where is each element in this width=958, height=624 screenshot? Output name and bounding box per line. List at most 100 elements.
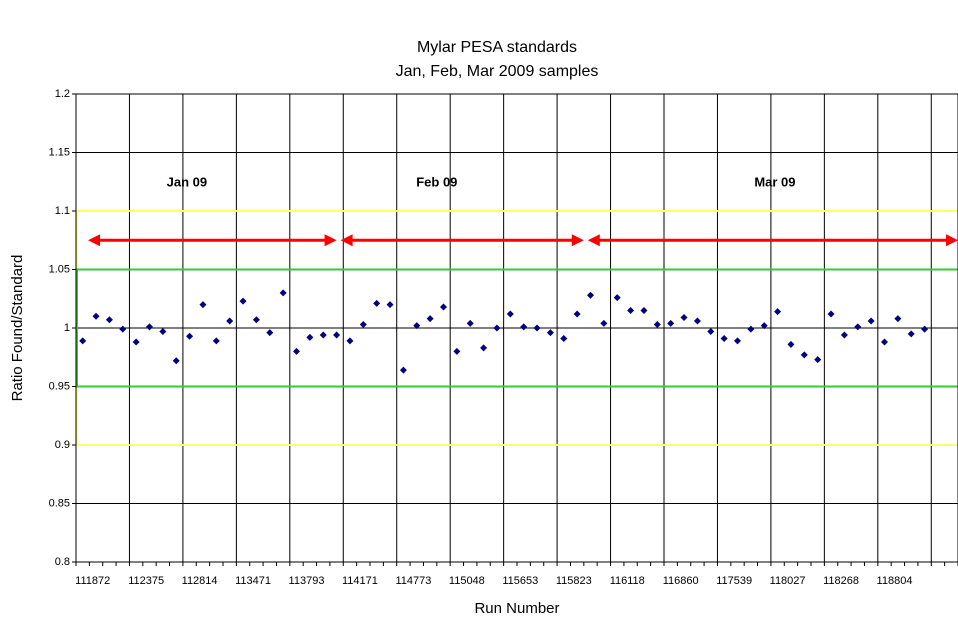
point bbox=[306, 333, 314, 341]
point bbox=[319, 331, 327, 339]
point bbox=[226, 317, 234, 325]
point bbox=[560, 335, 568, 343]
point bbox=[734, 337, 741, 345]
annotation: Feb 09 bbox=[416, 174, 457, 189]
point bbox=[119, 325, 127, 333]
point bbox=[279, 289, 287, 297]
x-tick-label: 114773 bbox=[395, 575, 431, 587]
arrow-head bbox=[571, 234, 584, 247]
point bbox=[627, 306, 635, 314]
point bbox=[373, 299, 381, 307]
y-tick-label: 0.9 bbox=[55, 439, 70, 451]
point bbox=[881, 338, 888, 346]
x-tick-label: 115653 bbox=[502, 575, 538, 587]
point bbox=[493, 324, 501, 332]
point bbox=[333, 331, 341, 339]
point bbox=[840, 331, 848, 339]
point bbox=[346, 337, 354, 345]
point bbox=[440, 303, 447, 311]
point bbox=[239, 297, 247, 305]
x-tick-label: 112814 bbox=[182, 575, 218, 587]
y-tick-label: 0.95 bbox=[49, 380, 70, 392]
point bbox=[359, 320, 367, 328]
x-tick-label: 115048 bbox=[449, 575, 485, 587]
point bbox=[533, 324, 541, 332]
point bbox=[867, 317, 875, 325]
point bbox=[79, 337, 87, 345]
point bbox=[760, 322, 768, 330]
y-axis-label: Ratio Found/Standard bbox=[9, 255, 26, 402]
point bbox=[921, 325, 929, 333]
x-tick-label: 118268 bbox=[823, 575, 859, 587]
point bbox=[653, 320, 661, 328]
point bbox=[146, 323, 153, 331]
x-tick-label: 113471 bbox=[235, 575, 271, 587]
x-axis-label: Run Number bbox=[474, 600, 559, 617]
y-tick-label: 1.05 bbox=[49, 263, 70, 275]
chart-title: Mylar PESA standards bbox=[417, 39, 577, 56]
point bbox=[466, 319, 474, 327]
point bbox=[693, 317, 701, 325]
x-tick-label: 118804 bbox=[877, 575, 913, 587]
point bbox=[587, 291, 594, 299]
x-tick-label: 116860 bbox=[663, 575, 699, 587]
point bbox=[186, 332, 194, 340]
point bbox=[720, 335, 728, 343]
x-tick-label: 112375 bbox=[128, 575, 164, 587]
point bbox=[640, 306, 648, 314]
point bbox=[252, 316, 260, 324]
point bbox=[667, 319, 675, 327]
point bbox=[894, 315, 902, 323]
point bbox=[413, 322, 421, 330]
x-tick-label: 113793 bbox=[289, 575, 325, 587]
point bbox=[854, 323, 862, 331]
y-tick-label: 0.8 bbox=[55, 556, 70, 568]
point bbox=[707, 328, 715, 336]
point bbox=[453, 347, 461, 355]
x-tick-label: 115823 bbox=[556, 575, 592, 587]
y-tick-label: 0.85 bbox=[49, 497, 70, 509]
point bbox=[399, 366, 407, 374]
arrow-head bbox=[324, 234, 337, 247]
point bbox=[159, 328, 167, 336]
point bbox=[172, 357, 180, 365]
point bbox=[680, 313, 688, 321]
chart-subtitle: Jan, Feb, Mar 2009 samples bbox=[396, 63, 599, 80]
arrow-head bbox=[340, 234, 353, 247]
arrow-head bbox=[946, 234, 958, 247]
point bbox=[814, 356, 822, 364]
point bbox=[105, 316, 113, 324]
point bbox=[520, 323, 528, 331]
point bbox=[386, 301, 394, 309]
x-tick-label: 114171 bbox=[342, 575, 378, 587]
x-tick-label: 117539 bbox=[716, 575, 752, 587]
point bbox=[212, 337, 220, 345]
point bbox=[787, 340, 795, 348]
arrow-head bbox=[587, 234, 600, 247]
point bbox=[827, 310, 835, 318]
point bbox=[132, 338, 140, 346]
x-tick-label: 118027 bbox=[770, 575, 806, 587]
annotation: Jan 09 bbox=[167, 174, 207, 189]
arrow-head bbox=[88, 234, 101, 247]
point bbox=[293, 347, 300, 355]
y-tick-label: 1.15 bbox=[49, 146, 70, 158]
annotation: Mar 09 bbox=[754, 174, 795, 189]
point bbox=[199, 301, 207, 309]
y-tick-label: 1.2 bbox=[55, 88, 70, 100]
y-tick-label: 1 bbox=[64, 322, 70, 334]
point bbox=[546, 329, 554, 337]
x-tick-label: 111872 bbox=[75, 575, 110, 587]
point bbox=[747, 325, 755, 333]
x-tick-label: 116118 bbox=[610, 575, 645, 587]
point bbox=[573, 310, 581, 318]
point bbox=[613, 294, 621, 302]
point bbox=[92, 312, 100, 320]
y-tick-label: 1.1 bbox=[55, 205, 70, 217]
point bbox=[600, 319, 608, 327]
point bbox=[480, 344, 488, 352]
point bbox=[907, 330, 915, 338]
point bbox=[426, 315, 434, 323]
point bbox=[506, 310, 514, 318]
